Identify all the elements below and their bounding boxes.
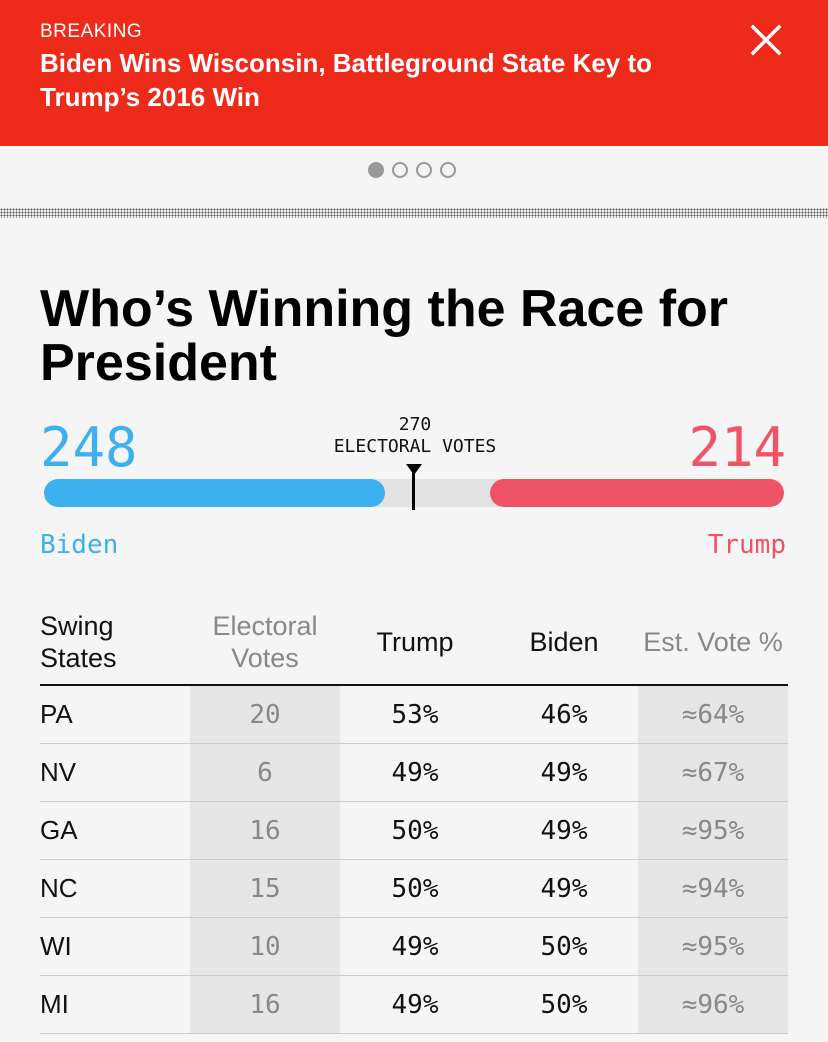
trump-pct-cell: 49% — [340, 975, 490, 1034]
est-vote-cell: ≈95% — [638, 801, 788, 860]
est-vote-cell: ≈67% — [638, 743, 788, 802]
biden-bar-fill — [44, 479, 385, 507]
electoral-votes-cell: 15 — [190, 859, 340, 918]
biden-label: Biden — [40, 530, 119, 560]
table-row: NC 15 50% 49% ≈94% — [40, 859, 788, 918]
header-swing-states: Swing States — [40, 600, 190, 686]
biden-pct-cell: 46% — [490, 685, 638, 744]
electoral-votes-cell: 16 — [190, 801, 340, 860]
threshold-text: ELECTORAL VOTES — [333, 436, 497, 457]
breaking-tag: BREAKING — [40, 21, 143, 42]
electoral-votes-cell: 10 — [190, 917, 340, 976]
carousel-pagination — [368, 162, 456, 180]
carousel-dot[interactable] — [416, 162, 432, 178]
biden-pct-cell: 50% — [490, 975, 638, 1034]
dotted-divider — [0, 208, 828, 218]
threshold-number: 270 — [398, 414, 432, 435]
trump-electoral-count: 214 — [688, 416, 786, 479]
biden-pct-cell: 50% — [490, 917, 638, 976]
trump-pct-cell: 53% — [340, 685, 490, 744]
est-vote-cell: ≈94% — [638, 859, 788, 918]
threshold-marker-line — [412, 472, 415, 510]
table-row: MI 16 49% 50% ≈96% — [40, 975, 788, 1034]
breaking-news-banner[interactable]: BREAKING Biden Wins Wisconsin, Battlegro… — [0, 0, 828, 146]
header-electoral-votes: Electoral Votes — [190, 600, 340, 686]
trump-label: Trump — [707, 530, 786, 560]
header-biden: Biden — [490, 600, 638, 686]
state-cell: NC — [40, 859, 190, 918]
est-vote-cell: ≈96% — [638, 975, 788, 1034]
breaking-headline[interactable]: Biden Wins Wisconsin, Battleground State… — [40, 48, 653, 112]
threshold-label: 270 ELECTORAL VOTES — [310, 414, 520, 458]
close-icon[interactable] — [748, 22, 784, 58]
trump-pct-cell: 49% — [340, 743, 490, 802]
table-row: PA 20 53% 46% ≈64% — [40, 685, 788, 744]
header-trump: Trump — [340, 600, 490, 686]
page-title: Who’s Winning the Race for President — [40, 280, 729, 392]
biden-electoral-count: 248 — [40, 416, 138, 479]
state-cell: WI — [40, 917, 190, 976]
carousel-dot[interactable] — [440, 162, 456, 178]
trump-pct-cell: 50% — [340, 859, 490, 918]
est-vote-cell: ≈95% — [638, 917, 788, 976]
swing-states-table: Swing States Electoral Votes Trump Biden… — [40, 600, 788, 1034]
carousel-dot[interactable] — [392, 162, 408, 178]
electoral-votes-cell: 20 — [190, 685, 340, 744]
trump-pct-cell: 50% — [340, 801, 490, 860]
threshold-marker-icon — [406, 464, 422, 475]
table-row: WI 10 49% 50% ≈95% — [40, 917, 788, 976]
est-vote-cell: ≈64% — [638, 685, 788, 744]
state-cell: PA — [40, 685, 190, 744]
state-cell: MI — [40, 975, 190, 1034]
state-cell: NV — [40, 743, 190, 802]
table-header-row: Swing States Electoral Votes Trump Biden… — [40, 600, 788, 686]
trump-bar-fill — [490, 479, 784, 507]
header-est-vote: Est. Vote % — [638, 600, 788, 686]
table-row: NV 6 49% 49% ≈67% — [40, 743, 788, 802]
carousel-dot[interactable] — [368, 162, 384, 178]
electoral-votes-cell: 6 — [190, 743, 340, 802]
electoral-votes-cell: 16 — [190, 975, 340, 1034]
state-cell: GA — [40, 801, 190, 860]
biden-pct-cell: 49% — [490, 801, 638, 860]
biden-pct-cell: 49% — [490, 743, 638, 802]
trump-pct-cell: 49% — [340, 917, 490, 976]
table-row: GA 16 50% 49% ≈95% — [40, 801, 788, 860]
biden-pct-cell: 49% — [490, 859, 638, 918]
